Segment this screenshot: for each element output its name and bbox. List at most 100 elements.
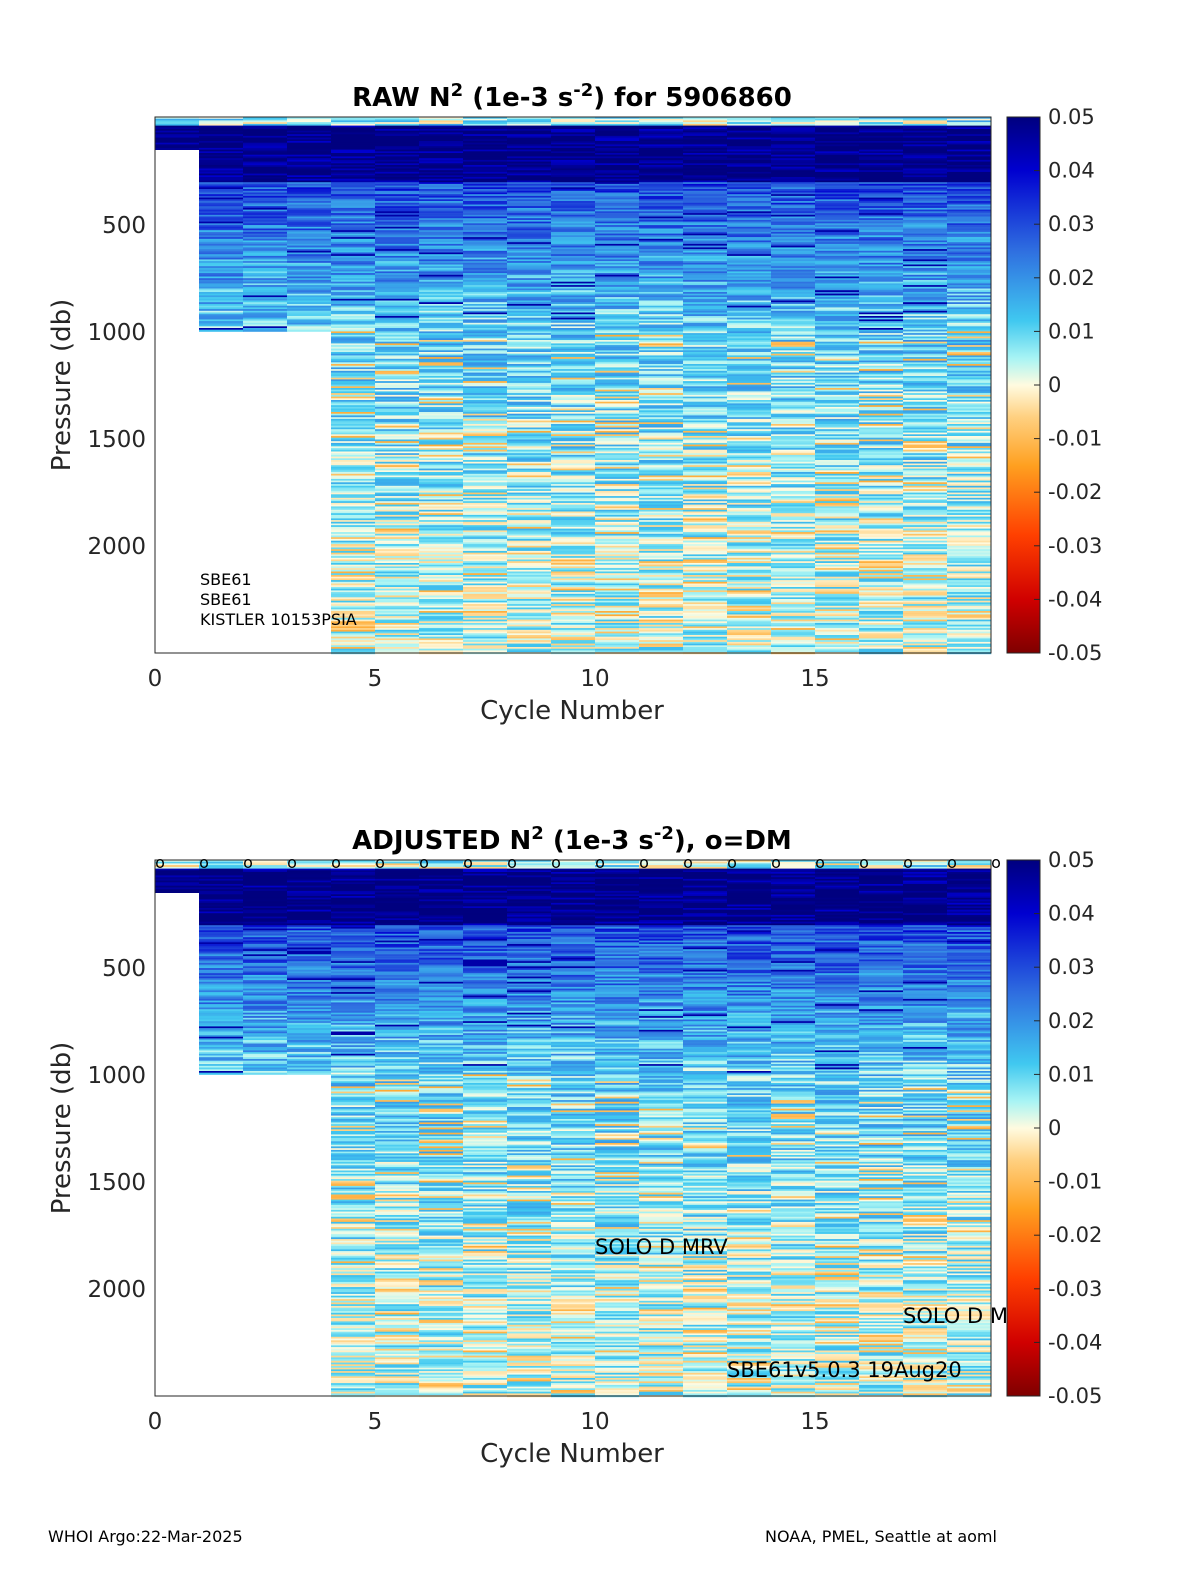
heatmap-cell [859, 338, 904, 341]
heatmap-cell [595, 509, 640, 512]
heatmap-cell [419, 461, 464, 464]
heatmap-cell [903, 401, 948, 404]
heatmap-cell [551, 343, 596, 346]
heatmap-cell [903, 292, 948, 295]
heatmap-cell [199, 317, 244, 320]
heatmap-cell [551, 514, 596, 517]
heatmap-cell [551, 305, 596, 308]
heatmap-cell [815, 149, 860, 152]
heatmap-cell [947, 405, 992, 408]
heatmap-cell [375, 408, 420, 411]
heatmap-cell [903, 406, 948, 409]
heatmap-cell [375, 501, 420, 504]
heatmap-cell [683, 444, 728, 447]
heatmap-cell [375, 364, 420, 367]
heatmap-cell [331, 552, 376, 555]
heatmap-cell [375, 585, 420, 588]
heatmap-cell [419, 228, 464, 231]
heatmap-cell [419, 367, 464, 370]
heatmap-cell [903, 317, 948, 320]
heatmap-cell [727, 357, 772, 360]
heatmap-cell [595, 441, 640, 444]
heatmap-cell [419, 453, 464, 456]
heatmap-cell [243, 225, 288, 228]
heatmap-cell [771, 271, 816, 274]
heatmap-cell [287, 187, 332, 190]
heatmap-cell [595, 418, 640, 421]
heatmap-cell [463, 595, 508, 598]
heatmap-cell [903, 369, 948, 372]
heatmap-cell [507, 523, 552, 526]
heatmap-cell [331, 259, 376, 262]
heatmap-cell [331, 286, 376, 289]
heatmap-cell [683, 372, 728, 375]
heatmap-cell [727, 575, 772, 578]
heatmap-cell [815, 197, 860, 200]
heatmap-cell [815, 381, 860, 384]
heatmap-cell [771, 300, 816, 303]
heatmap-cell [683, 252, 728, 255]
heatmap-cell [507, 216, 552, 219]
heatmap-cell [419, 520, 464, 523]
heatmap-cell [595, 201, 640, 204]
heatmap-cell [287, 141, 332, 144]
heatmap-cell [331, 587, 376, 590]
heatmap-cell [683, 242, 728, 245]
heatmap-cell [243, 262, 288, 265]
heatmap-cell [375, 235, 420, 238]
heatmap-cell [727, 134, 772, 137]
heatmap-cell [859, 255, 904, 258]
heatmap-cell [903, 542, 948, 545]
heatmap-cell [507, 264, 552, 267]
heatmap-cell [771, 628, 816, 631]
heatmap-cell [199, 209, 244, 212]
heatmap-cell [859, 213, 904, 216]
heatmap-cell [419, 177, 464, 180]
heatmap-cell [551, 298, 596, 301]
heatmap-cell [903, 161, 948, 164]
heatmap-cell [727, 477, 772, 480]
heatmap-cell [331, 317, 376, 320]
heatmap-cell [199, 130, 244, 133]
heatmap-cell [727, 312, 772, 315]
heatmap-cell [771, 141, 816, 144]
heatmap-cell [507, 389, 552, 392]
heatmap-cell [199, 201, 244, 204]
heatmap-cell [595, 322, 640, 325]
heatmap-cell [859, 297, 904, 300]
heatmap-cell [815, 274, 860, 277]
heatmap-cell [331, 593, 376, 596]
heatmap-cell [199, 151, 244, 154]
heatmap-cell [683, 341, 728, 344]
heatmap-cell [903, 324, 948, 327]
heatmap-cell [419, 158, 464, 161]
heatmap-cell [771, 609, 816, 612]
heatmap-cell [639, 151, 684, 154]
heatmap-cell [727, 405, 772, 408]
heatmap-cell [375, 377, 420, 380]
heatmap-cell [639, 343, 684, 346]
heatmap-cell [463, 559, 508, 562]
heatmap-cell [419, 422, 464, 425]
heatmap-cell [947, 213, 992, 216]
heatmap-cell [595, 470, 640, 473]
heatmap-cell [331, 197, 376, 200]
heatmap-cell [947, 180, 992, 183]
heatmap-cell [727, 585, 772, 588]
heatmap-cell [639, 178, 684, 181]
heatmap-cell [419, 607, 464, 610]
heatmap-cell [375, 183, 420, 186]
heatmap-cell [859, 312, 904, 315]
heatmap-cell [683, 612, 728, 615]
heatmap-cell [683, 490, 728, 493]
heatmap-cell [551, 139, 596, 142]
heatmap-cell [771, 156, 816, 159]
heatmap-cell [859, 458, 904, 461]
heatmap-cell [903, 173, 948, 176]
heatmap-cell [595, 376, 640, 379]
heatmap-cell [639, 648, 684, 651]
heatmap-cell [859, 307, 904, 310]
heatmap-cell [551, 587, 596, 590]
heatmap-cell [727, 302, 772, 305]
heatmap-cell [463, 202, 508, 205]
